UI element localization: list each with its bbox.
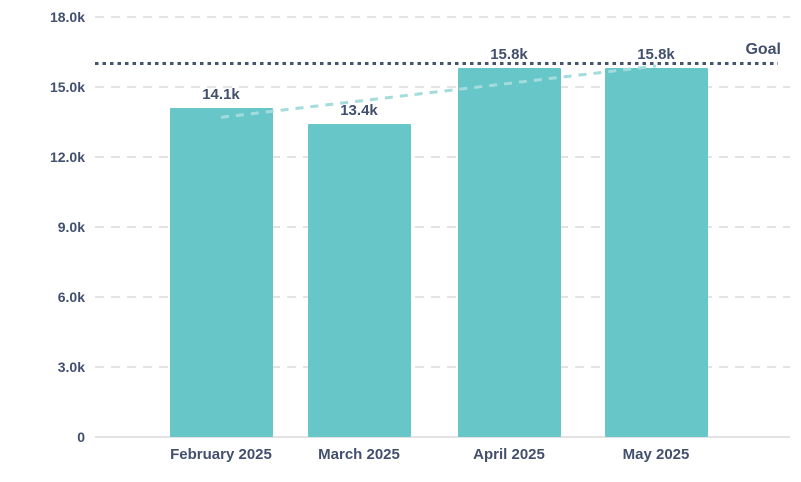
y-axis-tick-label: 15.0k [49, 79, 85, 95]
goal-line [95, 62, 778, 66]
y-axis-tick-label: 3.0k [57, 359, 85, 375]
x-axis-label-march-2025: March 2025 [318, 446, 400, 463]
bar-april-2025 [457, 68, 561, 437]
y-axis-tick-label: 6.0k [57, 289, 85, 305]
bar-value-label-april-2025: 15.8k [490, 46, 528, 64]
bar-february-2025 [169, 108, 273, 437]
bar-may-2025 [604, 68, 708, 437]
bar-value-label-may-2025: 15.8k [637, 46, 675, 64]
y-axis-tick-label: 9.0k [57, 219, 85, 235]
y-axis-tick-label: 0 [77, 429, 85, 445]
x-axis-label-may-2025: May 2025 [622, 446, 690, 463]
bar-value-label-february-2025: 14.1k [202, 86, 240, 103]
x-axis-label-april-2025: April 2025 [473, 446, 545, 463]
y-gridline-18.0k [95, 16, 790, 18]
bar-value-label-march-2025: 13.4k [340, 102, 378, 120]
y-gridline-12.0k [95, 156, 790, 158]
y-axis-tick-label: 18.0k [49, 9, 85, 25]
y-axis-tick-label: 12.0k [49, 149, 85, 165]
y-gridline-9.0k [95, 226, 790, 228]
trend-line [220, 64, 657, 119]
y-gridline-3.0k [95, 366, 790, 368]
y-gridline-6.0k [95, 296, 790, 298]
x-axis-line [95, 436, 790, 438]
bar-march-2025 [307, 124, 411, 437]
goal-label: Goal [745, 41, 781, 58]
x-axis-label-february-2025: February 2025 [170, 446, 272, 463]
